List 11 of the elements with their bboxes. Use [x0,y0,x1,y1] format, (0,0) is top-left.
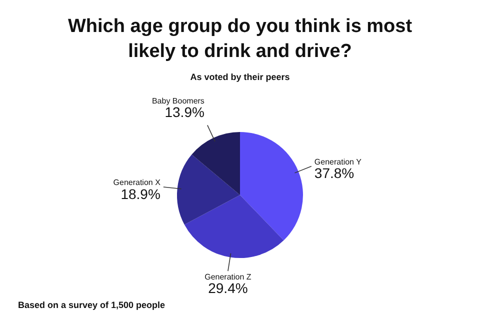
slice-label: Baby Boomers [152,96,204,106]
data-label: 37.8% [314,165,354,182]
slice-label: Generation Y [314,157,362,166]
data-label: 29.4% [208,280,248,296]
data-label: 13.9% [164,104,204,120]
chart-title: Which age group do you think is most likely to drink and drive? [66,15,414,64]
data-label: 18.9% [120,186,160,202]
text: Based on a survey of 1,500 people [18,300,166,310]
slice-label: Generation X [113,178,162,188]
chart-subtitle: As voted by their peers [189,72,291,82]
slice-label: Generation Z [204,272,252,282]
